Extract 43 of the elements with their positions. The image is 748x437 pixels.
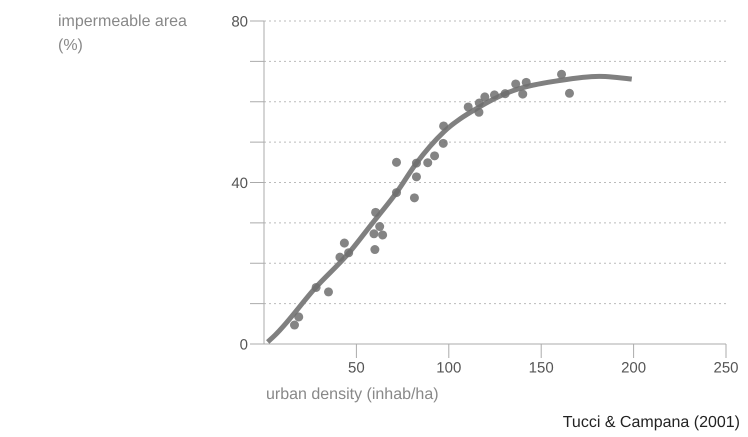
point [464, 102, 473, 112]
point [564, 88, 574, 98]
point [290, 320, 300, 330]
point [557, 70, 566, 79]
point [410, 193, 419, 202]
point [371, 208, 380, 217]
point [392, 188, 402, 198]
x-tick-label: 200 [621, 360, 646, 377]
point [324, 287, 334, 296]
y-tick-label: 0 [240, 336, 248, 354]
point [412, 172, 421, 182]
point [518, 90, 528, 99]
point [369, 229, 378, 238]
point [500, 89, 510, 98]
point [335, 252, 344, 262]
point [474, 98, 484, 108]
point [439, 121, 448, 130]
point [375, 222, 384, 232]
x-axis-title: urban density (inhab/ha) [266, 386, 439, 404]
point [474, 108, 484, 117]
text: Tucci & Campana (2001) [562, 414, 740, 432]
point [423, 158, 432, 168]
y-tick-label: 80 [231, 13, 248, 30]
point [412, 158, 421, 168]
point [340, 238, 349, 248]
x-tick-label: 50 [348, 360, 365, 377]
y-axis-title: impermeable area (%) [58, 12, 188, 56]
y-tick-label: 40 [231, 174, 248, 192]
point [480, 92, 490, 102]
point [312, 282, 321, 292]
x-tick-label: 150 [528, 360, 554, 377]
point [490, 90, 499, 100]
point [344, 248, 354, 258]
point [522, 78, 531, 87]
point [392, 158, 402, 167]
point [511, 79, 520, 88]
point [370, 245, 380, 254]
point [438, 138, 448, 148]
point [378, 230, 388, 240]
x-tick-label: 250 [713, 360, 739, 377]
point [430, 151, 440, 160]
x-tick-label: 100 [436, 360, 462, 377]
point [294, 312, 304, 322]
